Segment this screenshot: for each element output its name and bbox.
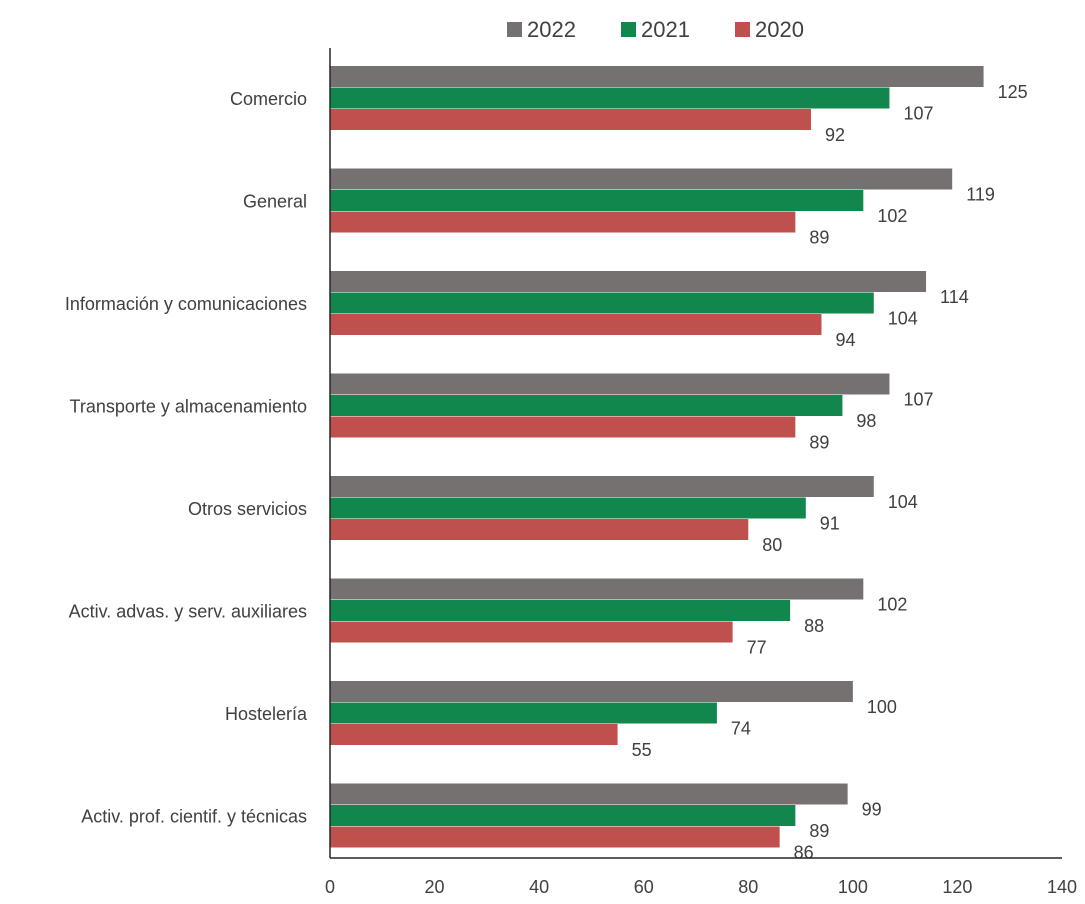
category-label-general: General — [243, 192, 307, 212]
data-labels: 125 107 92 119 102 89 114 104 94 107 98 89 104 91 80 10… — [632, 82, 1028, 863]
bar-informacion-y-comunicaciones-2022 — [330, 271, 927, 292]
bar-transporte-y-almacenamiento-2021 — [330, 395, 843, 416]
data-label-otros-servicios-2021: 91 — [820, 514, 840, 534]
bar-transporte-y-almacenamiento-2022 — [330, 373, 890, 395]
bar-activ-prof-cientif-y-tecnicas-2021 — [330, 805, 796, 826]
legend-label-2020: 2020 — [755, 17, 804, 42]
legend-label-2022: 2022 — [527, 17, 576, 42]
bars — [330, 66, 984, 848]
bar-activ-prof-cientif-y-tecnicas-2022 — [330, 783, 848, 805]
bar-informacion-y-comunicaciones-2021 — [330, 292, 874, 314]
data-label-comercio-2021: 107 — [903, 104, 933, 124]
legend-swatch-2021 — [621, 22, 636, 37]
data-label-otros-servicios-2022: 104 — [888, 492, 918, 512]
data-label-activ-advas-y-serv-auxiliares-2020: 77 — [747, 638, 767, 658]
category-label-hosteleria: Hostelería — [225, 704, 308, 724]
bar-transporte-y-almacenamiento-2020 — [330, 416, 796, 438]
data-label-hosteleria-2021: 74 — [731, 719, 751, 739]
bar-hosteleria-2020 — [330, 724, 618, 745]
category-label-activ-advas-y-serv-auxiliares: Activ. advas. y serv. auxiliares — [69, 602, 307, 622]
bar-general-2022 — [330, 168, 953, 190]
data-label-activ-advas-y-serv-auxiliares-2021: 88 — [804, 616, 824, 636]
x-tick-label-20: 20 — [425, 877, 445, 897]
bar-activ-advas-y-serv-auxiliares-2022 — [330, 578, 864, 600]
data-label-informacion-y-comunicaciones-2021: 104 — [888, 309, 918, 329]
bar-general-2020 — [330, 211, 796, 233]
x-tick-label-80: 80 — [738, 877, 758, 897]
category-labels: Comercio General Información y comunicacio… — [65, 89, 308, 827]
data-label-activ-prof-cientif-y-tecnicas-2020: 86 — [794, 843, 814, 863]
legend-swatch-2022 — [507, 22, 522, 37]
x-tick-label-60: 60 — [634, 877, 654, 897]
data-label-otros-servicios-2020: 80 — [762, 535, 782, 555]
data-label-activ-advas-y-serv-auxiliares-2022: 102 — [877, 595, 907, 615]
legend-swatch-2020 — [735, 22, 750, 37]
data-label-informacion-y-comunicaciones-2020: 94 — [835, 330, 855, 350]
data-label-activ-prof-cientif-y-tecnicas-2021: 89 — [809, 821, 829, 841]
bar-otros-servicios-2021 — [330, 497, 806, 519]
data-label-transporte-y-almacenamiento-2022: 107 — [903, 390, 933, 410]
data-label-informacion-y-comunicaciones-2022: 114 — [940, 287, 969, 307]
data-label-transporte-y-almacenamiento-2021: 98 — [856, 411, 876, 431]
bar-informacion-y-comunicaciones-2020 — [330, 314, 822, 335]
x-tick-label-0: 0 — [325, 877, 335, 897]
x-tick-label-140: 140 — [1047, 877, 1077, 897]
data-label-transporte-y-almacenamiento-2020: 89 — [809, 433, 829, 453]
bar-comercio-2022 — [330, 66, 984, 87]
x-tick-label-120: 120 — [942, 877, 972, 897]
bar-activ-prof-cientif-y-tecnicas-2020 — [330, 826, 780, 848]
data-label-comercio-2022: 125 — [998, 82, 1028, 102]
bar-activ-advas-y-serv-auxiliares-2021 — [330, 600, 791, 621]
legend-label-2021: 2021 — [641, 17, 690, 42]
data-label-comercio-2020: 92 — [825, 125, 845, 145]
bar-otros-servicios-2022 — [330, 476, 874, 497]
bar-general-2021 — [330, 190, 864, 211]
data-label-activ-prof-cientif-y-tecnicas-2022: 99 — [862, 800, 882, 820]
data-label-hosteleria-2022: 100 — [867, 697, 897, 717]
data-label-hosteleria-2020: 55 — [632, 740, 652, 760]
legend: 2022 2021 2020 — [507, 17, 804, 42]
bar-comercio-2020 — [330, 109, 812, 130]
data-label-general-2020: 89 — [809, 228, 829, 248]
category-label-otros-servicios: Otros servicios — [188, 499, 307, 519]
bar-activ-advas-y-serv-auxiliares-2020 — [330, 621, 733, 643]
x-tick-label-40: 40 — [529, 877, 549, 897]
category-label-comercio: Comercio — [230, 89, 307, 109]
axes — [329, 48, 1062, 859]
data-label-general-2022: 119 — [966, 185, 995, 205]
category-label-transporte-y-almacenamiento: Transporte y almacenamiento — [70, 397, 307, 417]
bar-hosteleria-2022 — [330, 681, 853, 702]
bar-hosteleria-2021 — [330, 702, 717, 724]
x-tick-label-100: 100 — [838, 877, 868, 897]
bar-comercio-2021 — [330, 87, 890, 109]
category-label-activ-prof-cientif-y-tecnicas: Activ. prof. cientif. y técnicas — [81, 807, 307, 827]
data-label-general-2021: 102 — [877, 206, 907, 226]
category-label-informacion-y-comunicaciones: Información y comunicaciones — [65, 294, 307, 314]
x-tick-labels: 0 20 40 60 80 100 120 140 — [325, 877, 1077, 897]
bar-otros-servicios-2020 — [330, 519, 749, 540]
